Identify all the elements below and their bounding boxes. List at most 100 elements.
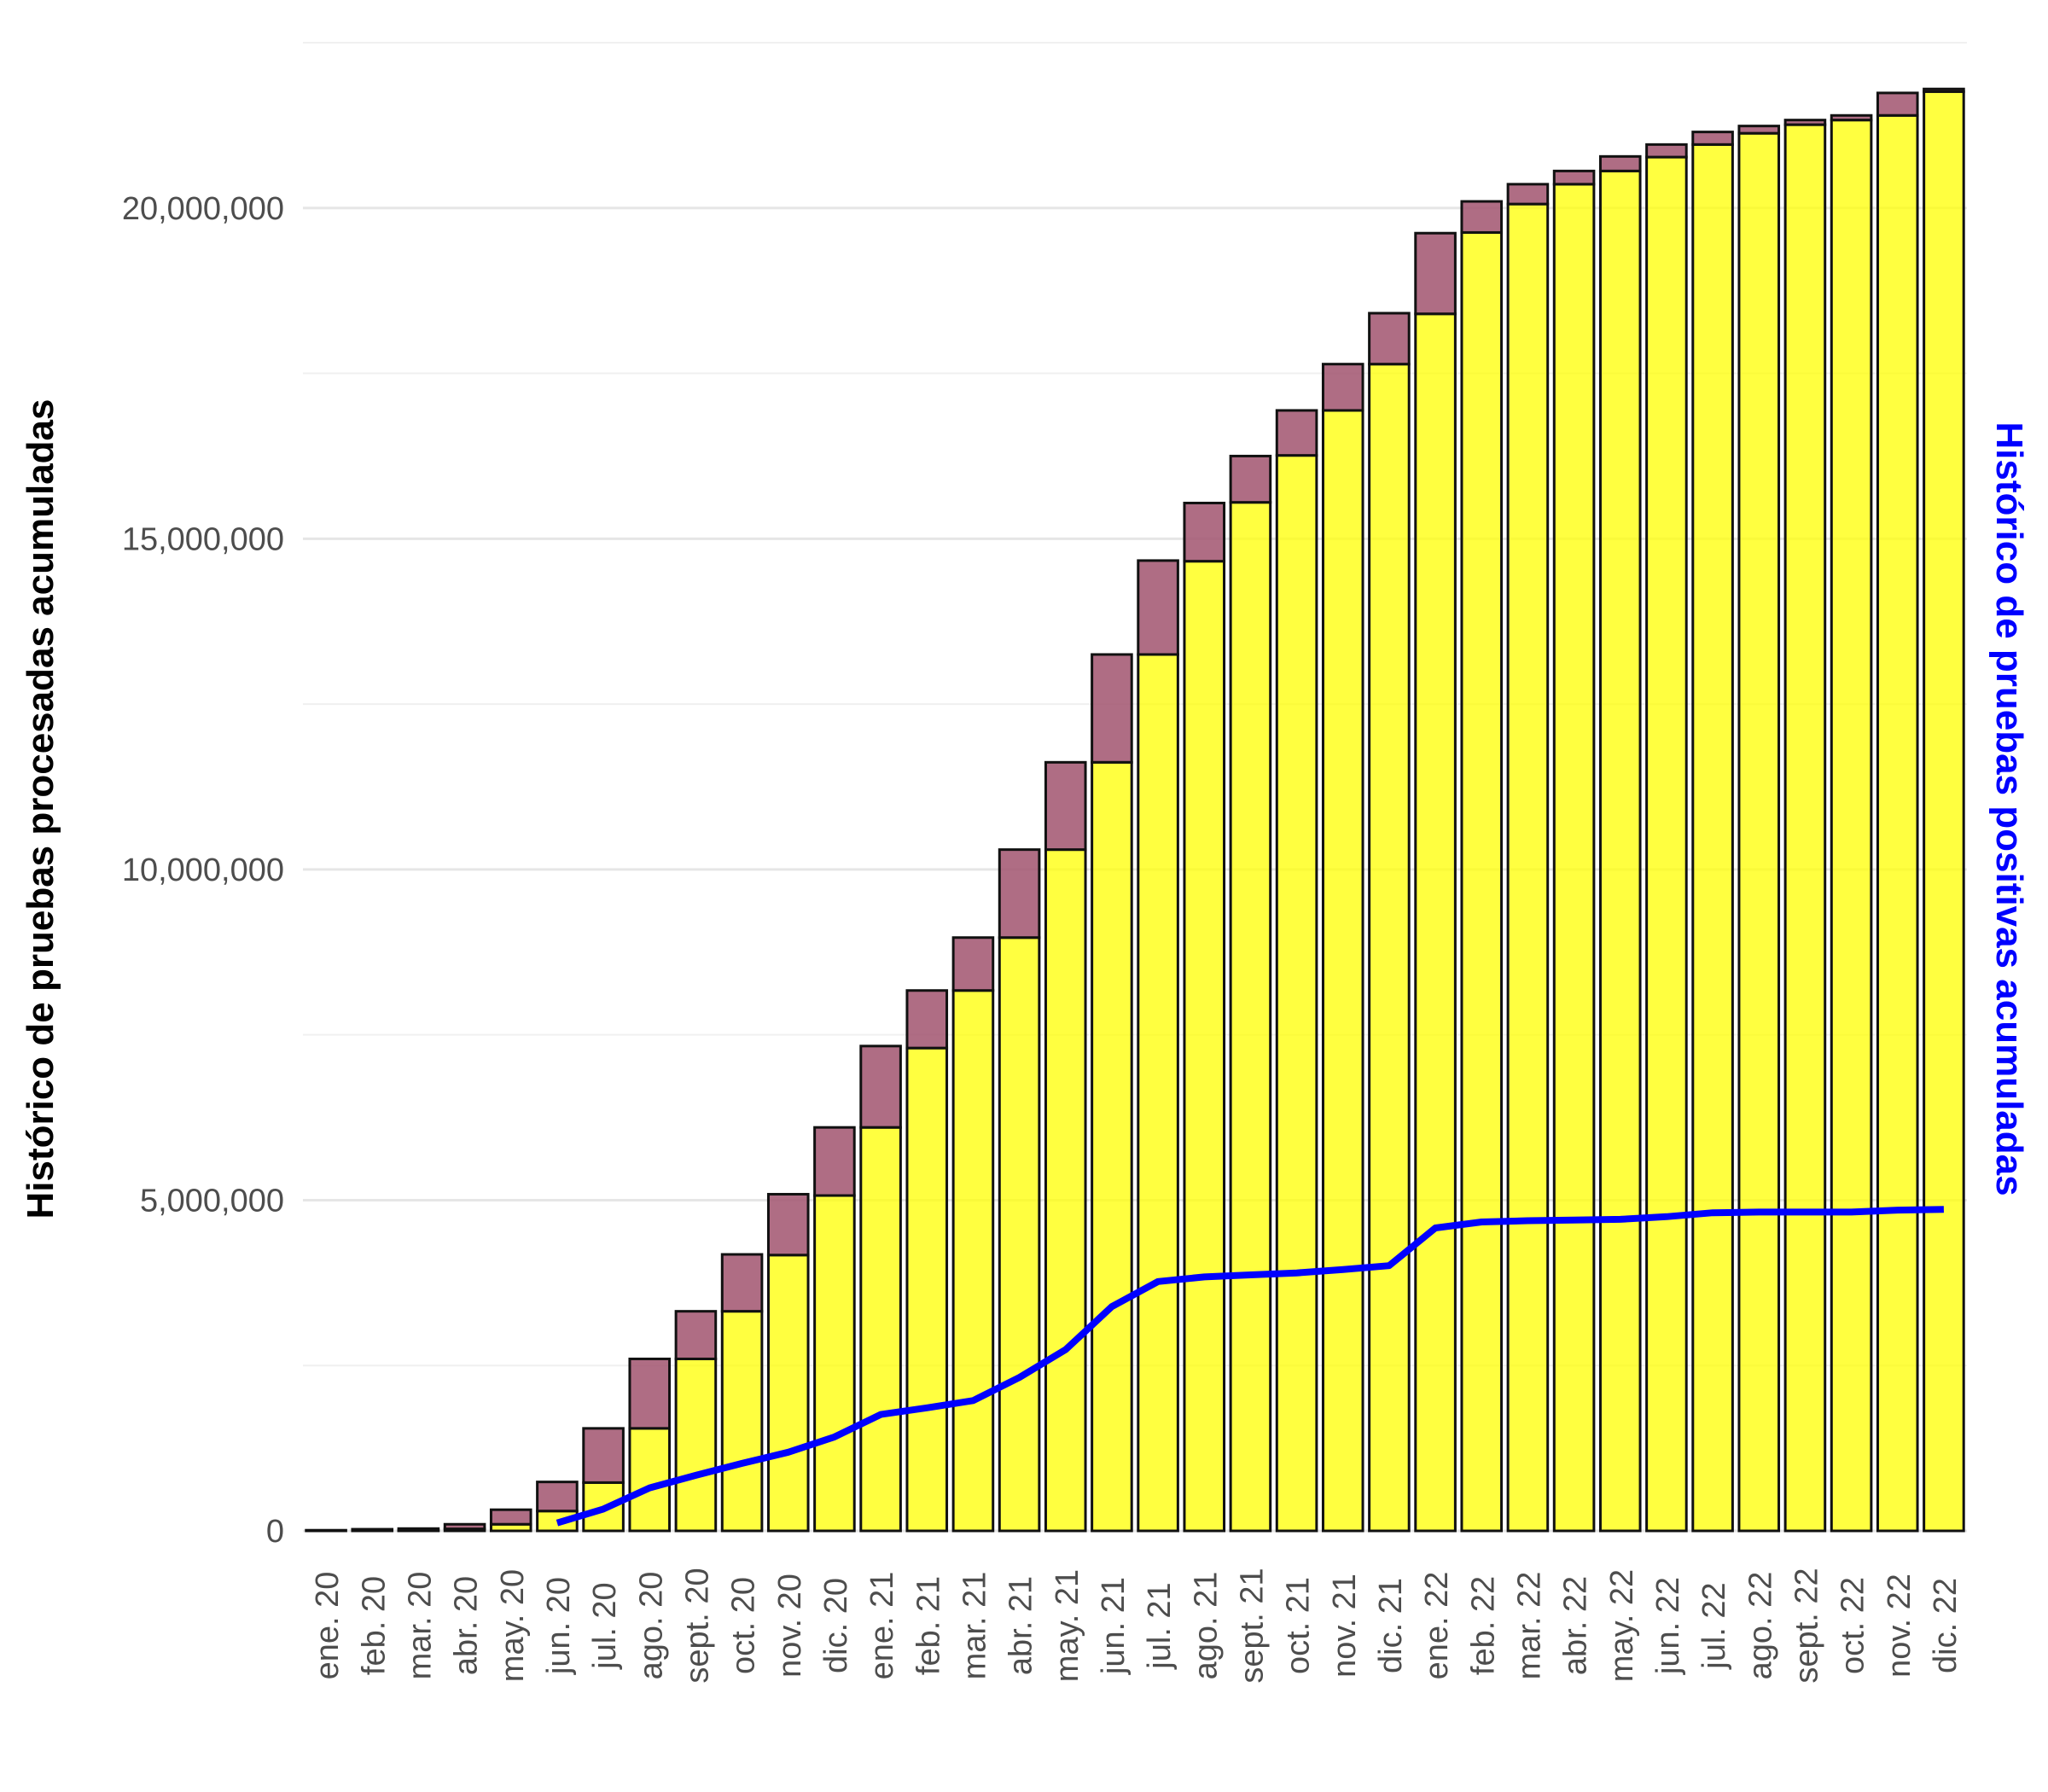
x-tick-label: jun. 20 — [541, 1577, 577, 1675]
y-tick-label: 20,000,000 — [122, 191, 284, 227]
bar-segment-positive — [1923, 87, 1965, 93]
bar-segment-positive — [582, 1427, 625, 1484]
x-tick-label: mar. 20 — [402, 1572, 438, 1680]
bar-segment-processed — [1923, 90, 1965, 1533]
x-tick-label: jul. 21 — [1142, 1582, 1178, 1669]
y-tick-label: 15,000,000 — [122, 521, 284, 557]
x-tick-label: oct. 20 — [726, 1577, 762, 1674]
bar-segment-processed — [674, 1357, 718, 1533]
x-tick-label: ago. 22 — [1743, 1572, 1778, 1680]
x-tick-label: may. 20 — [495, 1569, 531, 1682]
x-tick-label: ago. 20 — [633, 1572, 669, 1680]
x-tick-label: feb. 22 — [1465, 1576, 1501, 1675]
bar-segment-processed — [1321, 409, 1364, 1533]
x-tick-label: abr. 20 — [449, 1576, 485, 1675]
x-tick-label: dic. 21 — [1373, 1578, 1409, 1673]
bar-segment-positive — [859, 1044, 902, 1129]
bar-segment-processed — [1275, 454, 1318, 1533]
bar-segment-processed — [859, 1126, 902, 1533]
bar-segment-positive — [766, 1192, 810, 1257]
bar-segment-positive — [905, 989, 949, 1050]
bar-segment-positive — [628, 1357, 672, 1430]
bar-segment-processed — [628, 1427, 672, 1533]
x-tick-label: abr. 22 — [1558, 1576, 1594, 1675]
bar-segment-processed — [1506, 202, 1550, 1533]
bar-segment-processed — [1691, 143, 1734, 1533]
x-tick-label: jul. 20 — [587, 1582, 623, 1669]
positives-line-path — [556, 1206, 1944, 1527]
x-tick-label: feb. 20 — [356, 1576, 392, 1675]
x-tick-label: dic. 22 — [1928, 1578, 1964, 1673]
bar-segment-processed — [1229, 501, 1272, 1533]
x-tick-label: nov. 22 — [1882, 1574, 1917, 1678]
x-tick-label: oct. 21 — [1281, 1577, 1317, 1674]
bar-segment-positive — [489, 1508, 532, 1526]
bars — [305, 87, 1965, 1533]
y-axis-label-left: Histórico de pruebas procesadas acumulad… — [20, 399, 61, 1219]
bar-segment-positive — [1044, 760, 1087, 852]
x-tick-label: ene. 22 — [1419, 1572, 1455, 1680]
bar-segment-positive — [1783, 119, 1827, 126]
bar-segment-processed — [1783, 123, 1827, 1533]
x-axis-ticks: ene. 20 feb. 20 mar. 20 abr. 20 may. 20 jun. … — [310, 1568, 1964, 1683]
bar-segment-positive — [1368, 311, 1411, 366]
x-tick-label: jun. 21 — [1096, 1577, 1132, 1675]
bar-segment-positive — [1691, 131, 1734, 146]
x-tick-label: ene. 20 — [310, 1572, 346, 1680]
bar-segment-positive — [443, 1522, 486, 1531]
x-tick-label: ene. 21 — [864, 1572, 900, 1680]
bar-segment-processed — [1737, 131, 1781, 1533]
y-tick-label: 10,000,000 — [122, 852, 284, 888]
x-tick-label: jul. 22 — [1696, 1582, 1732, 1669]
y-axis-ticks: 0 5,000,000 10,000,000 15,000,000 20,000,000 — [122, 191, 284, 1550]
bar-segment-processed — [1876, 113, 1919, 1533]
bar-segment-processed — [720, 1310, 764, 1533]
bar-segment-positive — [351, 1527, 394, 1533]
bar-segment-positive — [1321, 363, 1364, 412]
x-tick-label: nov. 20 — [772, 1574, 808, 1678]
x-tick-label: ago. 21 — [1188, 1572, 1224, 1680]
bar-segment-positive — [305, 1528, 347, 1533]
x-tick-label: mar. 21 — [957, 1572, 992, 1680]
bar-segment-positive — [397, 1527, 440, 1533]
bar-segment-positive — [1598, 154, 1642, 172]
bar-segment-processed — [1091, 760, 1133, 1533]
bar-segment-positive — [1460, 200, 1504, 234]
bar-segment-processed — [905, 1046, 949, 1533]
bar-segment-positive — [1506, 183, 1550, 206]
x-tick-label: mar. 22 — [1511, 1572, 1547, 1680]
bar-segment-processed — [1552, 183, 1596, 1533]
gridlines — [303, 42, 1967, 1533]
bar-segment-positive — [1414, 231, 1457, 316]
bar-segment-positive — [720, 1253, 764, 1313]
x-tick-label: may. 22 — [1604, 1569, 1640, 1682]
bar-segment-positive — [1830, 113, 1873, 122]
bar-segment-positive — [1275, 409, 1318, 457]
bar-segment-processed — [1830, 119, 1873, 1533]
x-tick-label: oct. 22 — [1836, 1577, 1871, 1674]
x-tick-label: nov. 21 — [1327, 1574, 1363, 1678]
bar-segment-positive — [1183, 501, 1226, 563]
positives-line — [556, 1206, 1944, 1527]
bar-segment-positive — [1876, 91, 1919, 117]
bar-segment-processed — [766, 1254, 810, 1533]
bar-segment-positive — [998, 848, 1041, 940]
bar-segment-positive — [951, 936, 995, 992]
bar-segment-positive — [674, 1310, 718, 1360]
bar-segment-processed — [1183, 560, 1226, 1533]
bar-segment-positive — [536, 1481, 579, 1513]
x-tick-label: sept. 22 — [1789, 1568, 1824, 1683]
y-tick-label: 5,000,000 — [140, 1183, 284, 1219]
x-tick-label: sept. 21 — [1234, 1568, 1270, 1683]
bar-segment-processed — [1598, 169, 1642, 1533]
bar-segment-processed — [998, 936, 1041, 1533]
bar-segment-positive — [1137, 559, 1179, 656]
bar-segment-positive — [1737, 125, 1781, 135]
x-tick-label: feb. 21 — [911, 1576, 946, 1675]
bar-segment-processed — [1368, 363, 1411, 1533]
y-axis-label-right: Histórico de pruebas positivas acumulada… — [1988, 422, 2030, 1196]
x-tick-label: abr. 21 — [1004, 1576, 1039, 1675]
bar-segment-processed — [1137, 653, 1179, 1533]
x-tick-label: sept. 20 — [679, 1568, 715, 1683]
